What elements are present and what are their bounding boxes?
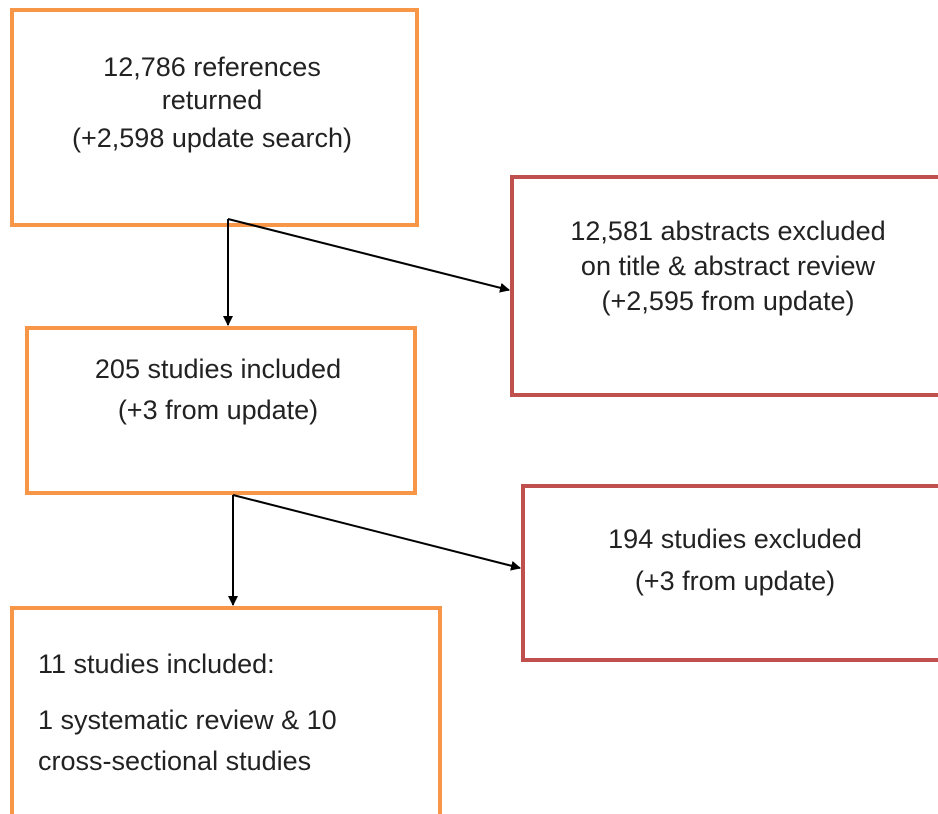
box-text: (+2,598 update search): [72, 123, 352, 153]
box-abstracts-excluded: [510, 175, 938, 397]
box-text: on title & abstract review: [581, 251, 876, 281]
box-studies-excluded: [521, 484, 938, 662]
box-text: (+2,595 from update): [602, 286, 855, 316]
arrow: [232, 494, 521, 571]
arrow: [227, 218, 510, 293]
box-text: 205 studies included: [95, 354, 341, 384]
box-text: 11 studies included:: [38, 649, 275, 679]
box-text: (+3 from update): [118, 395, 318, 425]
box-text: 12,786 references: [103, 52, 321, 82]
box-references: [10, 8, 419, 227]
box-text: 194 studies excluded: [608, 524, 862, 554]
box-final-included: [10, 606, 442, 814]
box-text: 12,581 abstracts excluded: [570, 216, 885, 246]
box-studies-included: [25, 326, 417, 495]
box-text: (+3 from update): [635, 566, 835, 596]
box-text: cross-sectional studies: [38, 746, 311, 776]
box-text: returned: [162, 85, 263, 115]
box-text: 1 systematic review & 10: [38, 705, 337, 735]
